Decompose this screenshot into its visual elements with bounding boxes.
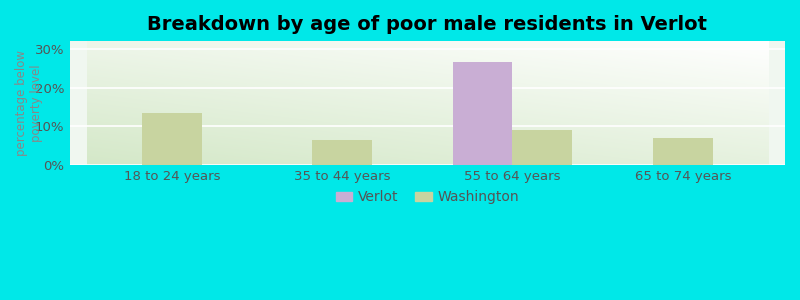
Bar (312, 140, 372, 165)
Title: Breakdown by age of poor male residents in Verlot: Breakdown by age of poor male residents … (147, 15, 707, 34)
Bar (513, 130, 572, 165)
Y-axis label: percentage below
poverty level: percentage below poverty level (15, 50, 43, 156)
Bar (453, 62, 513, 165)
Bar (142, 113, 202, 165)
Legend: Verlot, Washington: Verlot, Washington (330, 185, 525, 210)
Bar (653, 138, 713, 165)
